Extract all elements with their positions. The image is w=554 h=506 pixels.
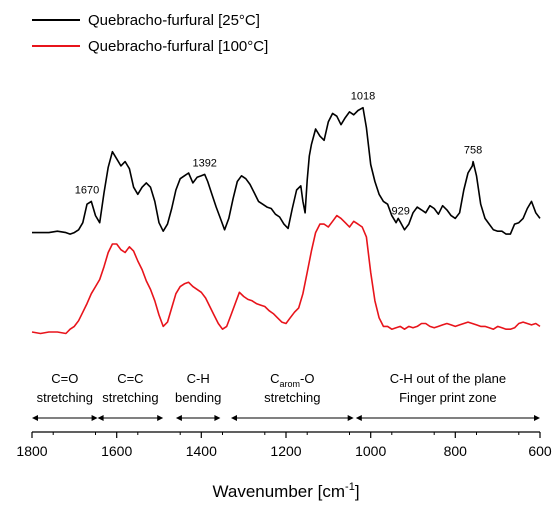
band-arrow-head-right	[157, 415, 164, 421]
band-arrow-head-left	[231, 415, 237, 421]
x-tick-label-600: 600	[528, 443, 552, 459]
series-layer	[31, 106, 541, 335]
band-arrow-head-left	[32, 415, 38, 421]
band-label-line1: C=O	[51, 371, 78, 386]
x-tick-label-1800: 1800	[16, 443, 47, 459]
peak-label-758: 758	[464, 145, 482, 157]
band-label-line2: stretching	[37, 390, 93, 405]
series-line-25c	[32, 106, 541, 235]
peak-label-929: 929	[392, 206, 410, 218]
band-arrow-head-right	[534, 415, 540, 421]
series-line-100c	[31, 214, 541, 335]
band-label-line1: C-H out of the plane	[390, 371, 506, 386]
band-2: C-H bending	[175, 371, 221, 421]
legend-label-100c: Quebracho-furfural [100°C]	[88, 38, 268, 55]
band-label-line2: Finger print zone	[399, 390, 497, 405]
peak-label-1670: 1670	[75, 184, 99, 196]
band-0: C=O stretching	[32, 371, 98, 421]
peak-labels: 1670 1392 1018 929 758	[75, 91, 483, 218]
band-annotations: C=O stretching C=C stretching C-H bending Caro…	[32, 371, 540, 421]
x-tick-label-1600: 1600	[101, 443, 132, 459]
band-arrow-head-left	[355, 415, 362, 421]
band-label-line1: C=C	[117, 371, 143, 386]
x-axis-title: Wavenumber [cm-1]	[212, 481, 359, 501]
band-label-line2: stretching	[102, 390, 158, 405]
band-1: C=C stretching	[97, 371, 164, 421]
band-label-line2: stretching	[264, 390, 320, 405]
x-tick-label-800: 800	[444, 443, 468, 459]
band-arrow-head-right	[214, 415, 221, 421]
band-label-line1: C-H	[187, 371, 210, 386]
legend: Quebracho-furfural [25°C] Quebracho-furf…	[32, 12, 268, 55]
x-axis: 1800 1600 1400 1200 1000 800 600 Wavenumber [c…	[16, 431, 552, 501]
legend-label-25c: Quebracho-furfural [25°C]	[88, 12, 260, 29]
band-label-line1: Carom-O	[270, 371, 314, 389]
band-arrow-head-right	[91, 415, 98, 421]
x-tick-label-1400: 1400	[186, 443, 217, 459]
peak-label-1018: 1018	[351, 91, 375, 103]
x-axis-title-superscript: -1	[345, 481, 355, 493]
band-label-line2: bending	[175, 390, 221, 405]
band-arrow-head-right	[347, 415, 354, 421]
peak-label-1392: 1392	[192, 157, 216, 169]
x-tick-label-1000: 1000	[355, 443, 386, 459]
x-axis-ticks: 1800 1600 1400 1200 1000 800 600	[16, 432, 552, 459]
x-tick-label-1200: 1200	[270, 443, 301, 459]
band-arrow-head-left	[97, 415, 104, 421]
band-arrow-head-left	[175, 415, 182, 421]
band-4: C-H out of the plane Finger print zone	[355, 371, 540, 421]
